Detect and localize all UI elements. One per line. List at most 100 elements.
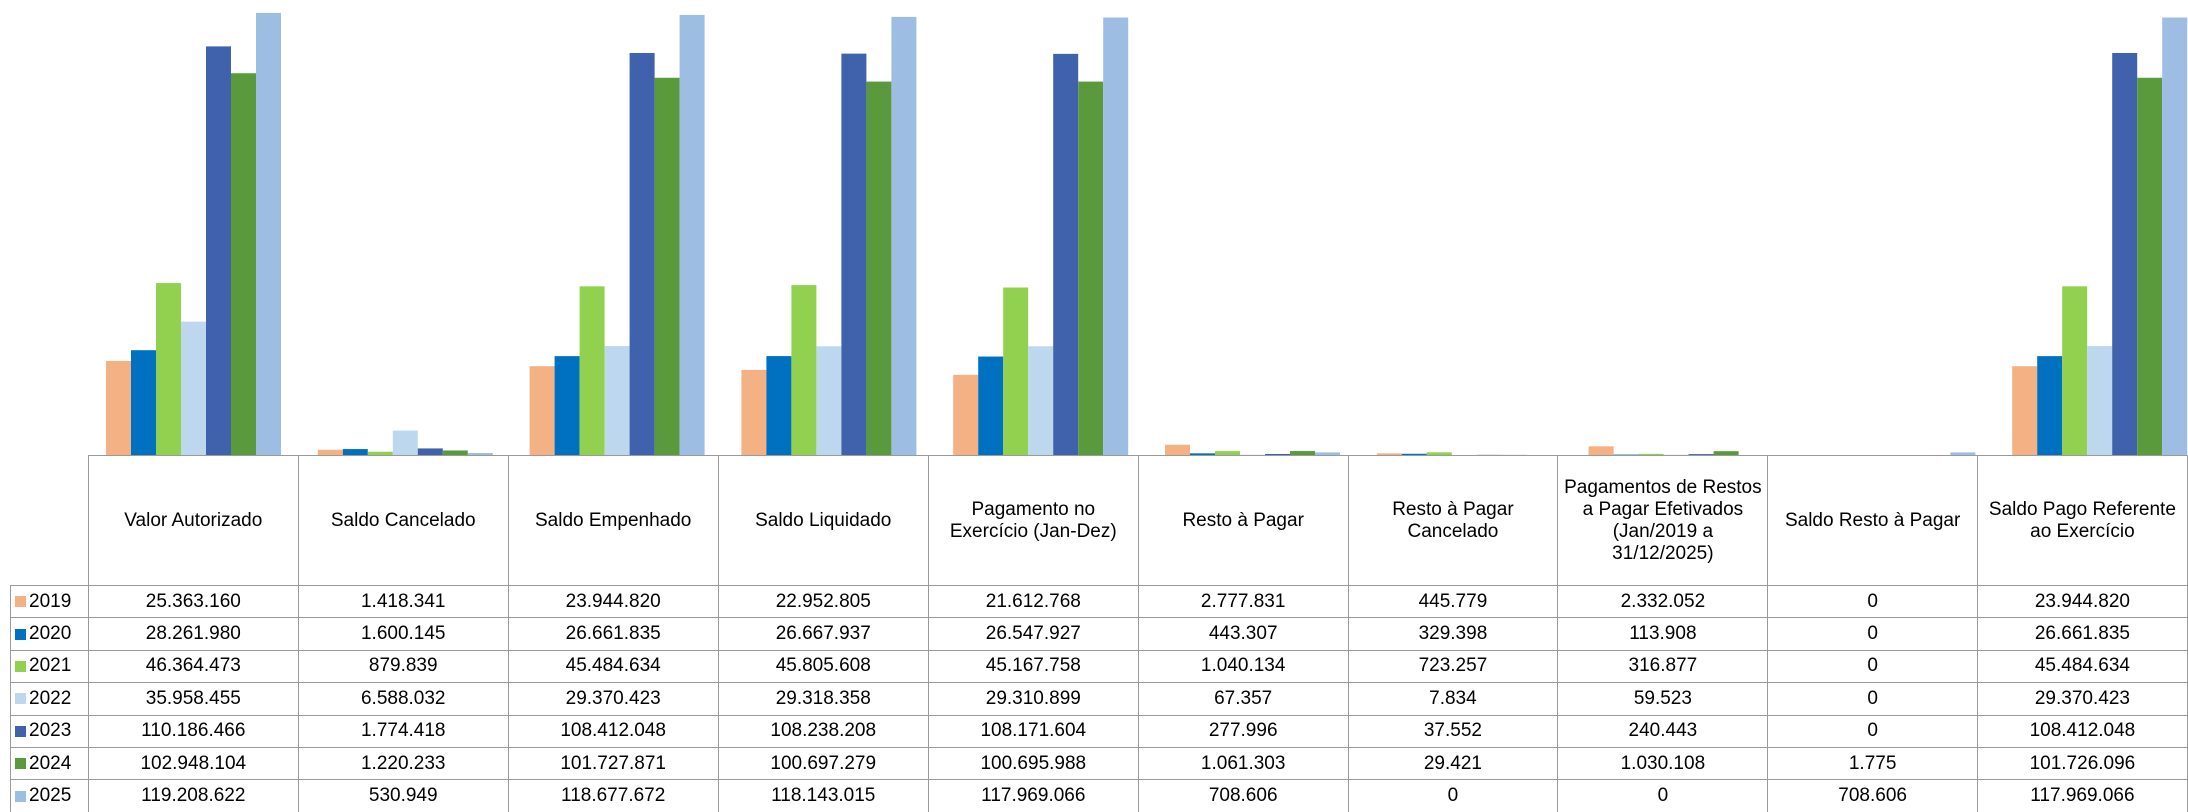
value-cell: 29.421 [1347, 746, 1559, 781]
bar [131, 350, 156, 455]
legend-label: 2022 [29, 687, 72, 709]
data-row: 2019 25.363.160 1.418.341 23.944.820 22.952.… [10, 584, 2188, 619]
value-cell: 100.697.279 [717, 746, 929, 781]
legend-entry: 2021 [10, 649, 89, 684]
value-cell: 22.952.805 [717, 584, 929, 619]
value-cell: 21.612.768 [927, 584, 1139, 619]
value-cell: 45.484.634 [507, 649, 719, 684]
bar [554, 356, 580, 455]
legend-label: 2023 [29, 720, 72, 742]
bar [1315, 452, 1340, 455]
value-cell: 45.805.608 [717, 649, 929, 684]
legend-label: 2021 [29, 655, 72, 677]
bar [467, 453, 493, 455]
value-cell: 59.523 [1557, 682, 1769, 716]
bar [2037, 356, 2063, 455]
data-row: 2024 102.948.104 1.220.233 101.727.871 100.6… [10, 746, 2188, 781]
bar [654, 77, 680, 455]
value-cell: 0 [1767, 617, 1978, 651]
bar [1103, 17, 1129, 456]
value-cell: 0 [1557, 779, 1769, 812]
bar [1688, 454, 1714, 455]
bar [953, 374, 979, 455]
value-cell: 316.877 [1557, 649, 1769, 684]
value-cell: 29.318.358 [717, 682, 929, 716]
legend-label: 2025 [29, 785, 72, 807]
bar [679, 14, 705, 456]
value-cell: 101.727.871 [507, 746, 719, 781]
value-cell: 25.363.160 [87, 584, 299, 619]
bar [1003, 287, 1029, 455]
value-cell: 1.418.341 [297, 584, 509, 619]
value-cell: 0 [1767, 714, 1978, 748]
bar [741, 369, 767, 455]
bar [392, 430, 418, 455]
bar [442, 450, 468, 455]
value-cell: 118.143.015 [717, 779, 929, 812]
bar [106, 360, 131, 455]
header-row: Valor Autorizado Saldo Cancelado Saldo Emp… [10, 455, 2188, 586]
bar [1265, 453, 1290, 455]
legend-swatch [15, 758, 26, 770]
legend-label: 2024 [29, 752, 72, 774]
value-cell: 1.061.303 [1137, 746, 1349, 781]
value-cell: 7.834 [1347, 682, 1559, 716]
legend-entry: 2019 [10, 584, 89, 619]
value-cell: 113.908 [1557, 617, 1769, 651]
legend-entry: 2020 [10, 617, 89, 651]
value-cell: 102.948.104 [87, 746, 299, 781]
plot-area [106, 12, 2188, 456]
bar [1028, 346, 1054, 455]
bar [367, 451, 393, 455]
bar [891, 16, 917, 455]
value-cell: 708.606 [1137, 779, 1349, 812]
category-label: Saldo Empenhado [507, 455, 719, 586]
bar [1078, 81, 1104, 456]
bar [1165, 444, 1190, 455]
bar [2087, 346, 2113, 455]
value-cell: 35.958.455 [87, 682, 299, 716]
category-label: Saldo Cancelado [297, 455, 509, 586]
bar [529, 366, 555, 455]
bar [2137, 77, 2163, 456]
value-cell: 23.944.820 [1976, 584, 2188, 619]
bar [816, 346, 842, 455]
bar [206, 46, 231, 456]
data-row: 2023 110.186.466 1.774.418 108.412.048 108.2… [10, 714, 2188, 748]
value-cell: 119.208.622 [87, 779, 299, 812]
value-cell: 23.944.820 [507, 584, 719, 619]
category-label: Resto à Pagar Cancelado [1347, 455, 1559, 586]
bar [2162, 17, 2188, 456]
bar [579, 286, 605, 455]
value-cell: 26.661.835 [1976, 617, 2188, 651]
bar [1638, 453, 1664, 455]
legend-entry: 2024 [10, 746, 89, 781]
category-label: Valor Autorizado [87, 455, 299, 586]
legend-swatch [15, 693, 26, 705]
value-cell: 0 [1347, 779, 1559, 812]
bar [791, 285, 817, 455]
bar [156, 283, 181, 455]
legend-swatch [15, 628, 26, 640]
value-cell: 530.949 [297, 779, 509, 812]
category-label: Saldo Pago Referente ao Exercício [1976, 455, 2188, 586]
category-label: Saldo Resto à Pagar [1767, 455, 1978, 586]
bar [978, 356, 1004, 455]
value-cell: 28.261.980 [87, 617, 299, 651]
data-row: 2021 46.364.473 879.839 45.484.634 45.805.60… [10, 649, 2188, 684]
value-cell: 118.677.672 [507, 779, 719, 812]
value-cell: 100.695.988 [927, 746, 1139, 781]
value-cell: 37.552 [1347, 714, 1559, 748]
value-cell: 117.969.066 [927, 779, 1139, 812]
bar [1190, 453, 1215, 455]
legend-entry: 2022 [10, 682, 89, 716]
bar [1713, 451, 1739, 455]
legend-entry: 2023 [10, 714, 89, 748]
value-cell: 1.220.233 [297, 746, 509, 781]
value-cell: 329.398 [1347, 617, 1559, 651]
value-cell: 1.774.418 [297, 714, 509, 748]
value-cell: 0 [1767, 584, 1978, 619]
value-cell: 1.775 [1767, 746, 1978, 781]
bar [866, 81, 892, 455]
